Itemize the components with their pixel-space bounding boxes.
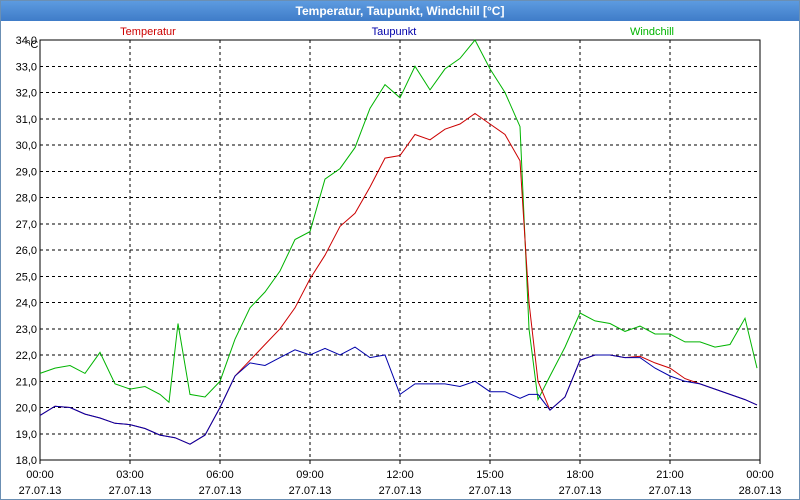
y-axis-unit: °C (26, 39, 38, 51)
y-tick-label: 28,0 (16, 193, 37, 205)
x-tick-date: 27.07.13 (109, 485, 152, 497)
y-tick-label: 30,0 (16, 140, 37, 152)
x-tick-time: 18:00 (566, 469, 594, 481)
series-line-temperatur (39, 112, 758, 445)
series-line-windchill (39, 39, 758, 404)
x-tick-date: 27.07.13 (559, 485, 602, 497)
y-tick-label: 22,0 (16, 350, 37, 362)
x-tick-time: 09:00 (296, 469, 324, 481)
y-tick-label: 31,0 (16, 114, 37, 126)
series-line-taupunkt (39, 346, 758, 445)
x-tick-time: 21:00 (656, 469, 684, 481)
x-tick-time: 00:00 (746, 469, 774, 481)
x-tick-time: 06:00 (206, 469, 234, 481)
plot-frame (39, 39, 761, 461)
y-tick-label: 20,0 (16, 403, 37, 415)
x-tick-date: 28.07.13 (739, 485, 782, 497)
y-tick-label: 23,0 (16, 324, 37, 336)
x-tick-time: 03:00 (116, 469, 144, 481)
y-tick-label: 26,0 (16, 245, 37, 257)
legend-temperatur: Temperatur (120, 26, 176, 38)
y-tick-label: 27,0 (16, 219, 37, 231)
y-tick-label: 19,0 (16, 429, 37, 441)
tick-labels: 18,0 19,0 20,0 21,0 22,0 23,0 24,0 25,0 26,0 27,0… (16, 35, 782, 497)
x-tick-time: 12:00 (386, 469, 414, 481)
x-tick-date: 27.07.13 (19, 485, 62, 497)
series-lines (39, 39, 758, 445)
legend-windchill: Windchill (630, 26, 674, 38)
y-tick-label: 24,0 (16, 298, 37, 310)
window-title: Temperatur, Taupunkt, Windchill [°C] (1, 1, 799, 21)
y-tick-label: 18,0 (16, 455, 37, 467)
x-tick-date: 27.07.13 (649, 485, 692, 497)
legend: Temperatur Taupunkt Windchill (120, 26, 674, 38)
axes (39, 39, 761, 464)
y-tick-label: 21,0 (16, 376, 37, 388)
y-tick-label: 34,0 (16, 35, 37, 47)
x-tick-time: 00:00 (26, 469, 54, 481)
y-tick-label: 25,0 (16, 271, 37, 283)
y-tick-label: 32,0 (16, 88, 37, 100)
x-tick-time: 15:00 (476, 469, 504, 481)
x-tick-date: 27.07.13 (469, 485, 512, 497)
x-tick-date: 27.07.13 (199, 485, 242, 497)
grid (40, 39, 760, 460)
y-tick-label: 33,0 (16, 61, 37, 73)
x-tick-date: 27.07.13 (289, 485, 332, 497)
y-tick-label: 29,0 (16, 166, 37, 178)
x-tick-date: 27.07.13 (379, 485, 422, 497)
legend-taupunkt: Taupunkt (372, 26, 417, 38)
